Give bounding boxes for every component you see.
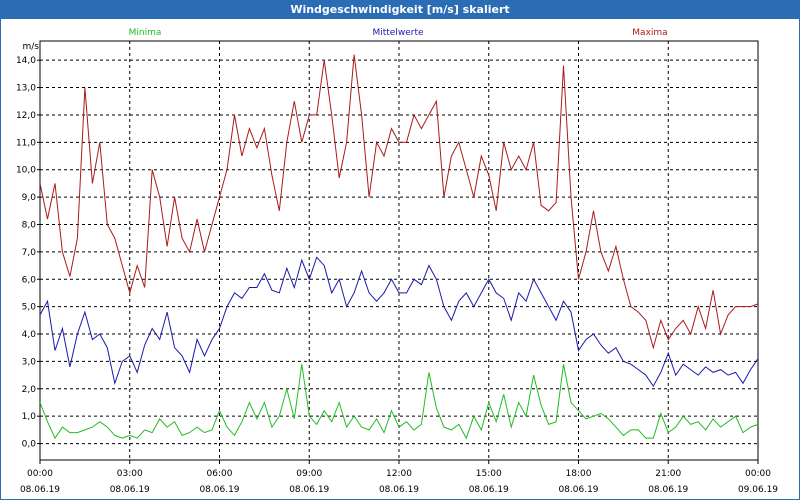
- x-tick-time-label: 12:00: [386, 469, 412, 479]
- y-tick-label: 4,0: [22, 330, 37, 340]
- x-tick-date-label: 08.06.19: [289, 485, 329, 495]
- y-tick-label: 3,0: [22, 357, 37, 367]
- y-tick-label: 11,0: [16, 138, 36, 148]
- series-line-max: [39, 54, 759, 350]
- series-line-mean: [39, 256, 759, 388]
- axes: 0,0 1,0 2,0 3,0 4,0 5,0 6,0 7,0 8,0 9,0 10,0 11,0 12…: [16, 56, 778, 495]
- x-tick-time-label: 21:00: [655, 469, 681, 479]
- legend-maxima: Maxima: [632, 28, 667, 38]
- y-tick-label: 0,0: [22, 440, 37, 450]
- x-tick-time-label: 00:00: [27, 469, 53, 479]
- x-tick-date-label: 08.06.19: [558, 485, 598, 495]
- y-tick-label: 10,0: [16, 166, 36, 176]
- x-tick-time-label: 00:00: [745, 469, 771, 479]
- x-tick-date-label: 08.06.19: [20, 485, 60, 495]
- y-tick-label: 6,0: [22, 275, 37, 285]
- x-tick-time-label: 15:00: [476, 469, 502, 479]
- series-group: [39, 54, 759, 440]
- y-tick-label: 1,0: [22, 412, 37, 422]
- x-tick-date-label: 08.06.19: [110, 485, 150, 495]
- y-tick-label: 5,0: [22, 303, 37, 313]
- y-axis-unit-label: m/s: [23, 42, 40, 52]
- y-tick-label: 12,0: [16, 111, 36, 121]
- x-tick-date-label: 09.06.19: [738, 485, 778, 495]
- legend-mittelwerte: Mittelwerte: [372, 28, 423, 38]
- y-tick-label: 7,0: [22, 248, 37, 258]
- y-tick-label: 14,0: [16, 56, 36, 66]
- grid: [40, 41, 758, 460]
- window-title: Windgeschwindigkeit [m/s] skaliert: [1, 1, 799, 19]
- y-tick-label: 9,0: [22, 193, 37, 203]
- series-line-min: [39, 364, 759, 440]
- x-tick-time-label: 06:00: [207, 469, 233, 479]
- x-tick-time-label: 18:00: [566, 469, 592, 479]
- x-tick-date-label: 08.06.19: [648, 485, 688, 495]
- x-tick-date-label: 08.06.19: [469, 485, 509, 495]
- x-tick-time-label: 09:00: [296, 469, 322, 479]
- x-tick-date-label: 08.06.19: [199, 485, 239, 495]
- y-tick-label: 2,0: [22, 385, 37, 395]
- x-tick-time-label: 03:00: [117, 469, 143, 479]
- y-tick-label: 13,0: [16, 84, 36, 94]
- x-tick-date-label: 08.06.19: [379, 485, 419, 495]
- legend-minima: Minima: [129, 28, 162, 38]
- y-tick-label: 8,0: [22, 220, 37, 230]
